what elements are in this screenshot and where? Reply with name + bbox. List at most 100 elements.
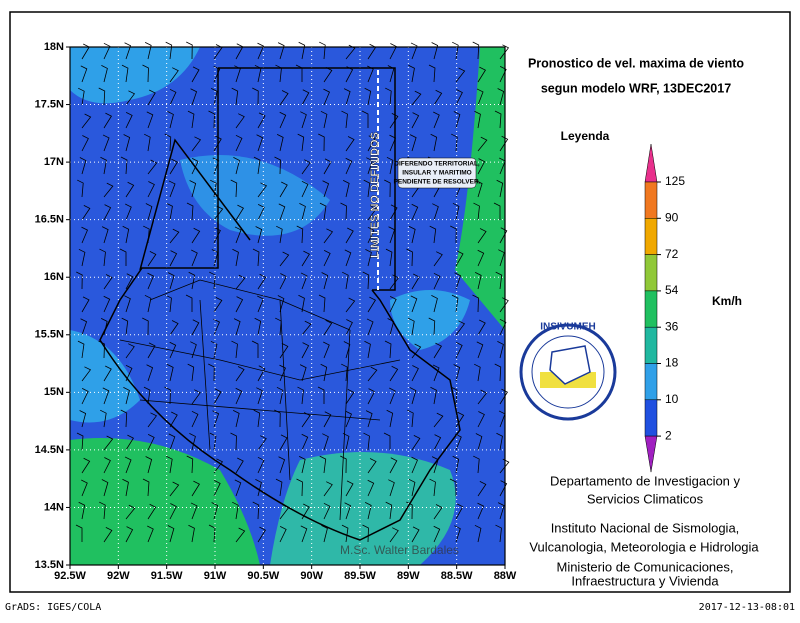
- annotation: DIFERENDO TERRITORIAL,: [394, 161, 480, 168]
- wind-barb: [477, 66, 486, 83]
- wind-barb: [79, 410, 87, 428]
- wind-barb: [455, 67, 466, 83]
- wind-barb: [367, 65, 374, 83]
- lat-tick-label: 17N: [44, 156, 64, 168]
- wind-barb: [142, 317, 149, 336]
- wind-barb: [321, 525, 328, 543]
- wind-barb: [119, 248, 127, 266]
- wind-barb: [343, 88, 351, 106]
- wind-barb: [433, 434, 442, 451]
- wind-barb: [341, 110, 348, 129]
- wind-barb: [344, 502, 352, 520]
- wind-barb: [411, 435, 421, 451]
- wind-barb: [296, 478, 303, 497]
- wind-barb: [495, 524, 502, 543]
- wind-barb: [230, 432, 237, 451]
- wind-barb: [499, 135, 509, 152]
- wind-barb: [323, 319, 333, 336]
- wind-barb: [408, 317, 415, 336]
- wind-barb: [345, 227, 354, 244]
- wind-barb: [477, 228, 487, 244]
- wind-barb: [406, 248, 413, 267]
- wind-barb: [454, 272, 462, 290]
- wind-barb: [433, 111, 440, 129]
- wind-barb: [433, 89, 443, 106]
- wind-barb: [211, 502, 219, 520]
- wind-barb: [169, 88, 177, 106]
- wind-barb: [433, 342, 442, 359]
- wind-barb: [125, 364, 133, 382]
- wind-barb: [191, 227, 201, 244]
- wind-barb: [300, 525, 308, 543]
- wind-barb: [493, 202, 501, 220]
- wind-barb: [365, 410, 373, 428]
- wind-barb: [323, 341, 330, 359]
- wind-barb: [144, 42, 152, 60]
- wind-barb: [476, 88, 484, 106]
- wind-barb: [210, 88, 218, 106]
- wind-barb: [455, 89, 463, 106]
- wind-barb: [191, 389, 201, 405]
- wind-area: [270, 452, 456, 565]
- wind-barb: [279, 251, 290, 267]
- wind-barb: [389, 365, 399, 382]
- wind-barb: [298, 41, 306, 60]
- wind-barb: [169, 341, 177, 359]
- wind-barb: [165, 294, 172, 313]
- wind-barb: [477, 249, 485, 267]
- wind-barb: [191, 480, 200, 497]
- wind-barb: [455, 250, 464, 267]
- wind-barb: [234, 479, 242, 497]
- wind-barb: [103, 204, 112, 221]
- wind-barb: [213, 388, 222, 405]
- colorbar-segment: [644, 435, 658, 473]
- wind-barb: [257, 435, 267, 451]
- wind-barb: [367, 388, 376, 405]
- wind-barb: [252, 501, 260, 520]
- wind-barb: [191, 136, 202, 152]
- wind-barb: [477, 481, 487, 497]
- wind-barb: [322, 180, 330, 198]
- lat-tick-label: 17.5N: [35, 98, 64, 110]
- wind-barb: [498, 249, 505, 267]
- wind-barb: [296, 225, 304, 244]
- wind-barb: [411, 112, 420, 129]
- wind-barb: [257, 273, 267, 290]
- wind-barb: [125, 90, 136, 106]
- wind-barb: [298, 294, 305, 313]
- wind-barb: [81, 226, 88, 244]
- wind-barb: [362, 271, 370, 290]
- wind-barb: [235, 134, 243, 152]
- wind-barb: [190, 341, 197, 359]
- wind-barb: [389, 387, 396, 405]
- wind-barb: [147, 503, 157, 520]
- wind-barb: [209, 432, 217, 451]
- wind-barb: [318, 133, 325, 152]
- wind-area: [70, 47, 200, 104]
- wind-barb: [321, 272, 329, 290]
- wind-barb: [189, 433, 196, 451]
- wind-barb: [411, 203, 419, 221]
- wind-barb: [279, 364, 286, 382]
- logo-shape: [549, 345, 591, 385]
- wind-barb: [147, 181, 155, 198]
- wind-barb: [323, 502, 331, 520]
- wind-barb: [103, 365, 112, 382]
- wind-barb: [301, 342, 310, 359]
- wind-barb: [317, 386, 325, 404]
- wind-barb: [188, 524, 195, 543]
- colorbar-segment: [644, 218, 658, 255]
- colorbar-segment: [644, 290, 658, 328]
- wind-barb: [340, 202, 347, 221]
- wind-barb: [433, 251, 443, 267]
- wind-barb: [429, 478, 436, 497]
- wind-barb: [385, 248, 393, 267]
- wind-barb: [362, 524, 369, 543]
- wind-barb: [191, 410, 199, 428]
- wind-barb: [146, 111, 154, 129]
- wind-barb: [257, 182, 268, 198]
- wind-barb: [410, 295, 418, 313]
- wind-barb: [276, 225, 283, 244]
- wind-barb: [191, 158, 199, 175]
- colorbar-segment: [644, 363, 658, 401]
